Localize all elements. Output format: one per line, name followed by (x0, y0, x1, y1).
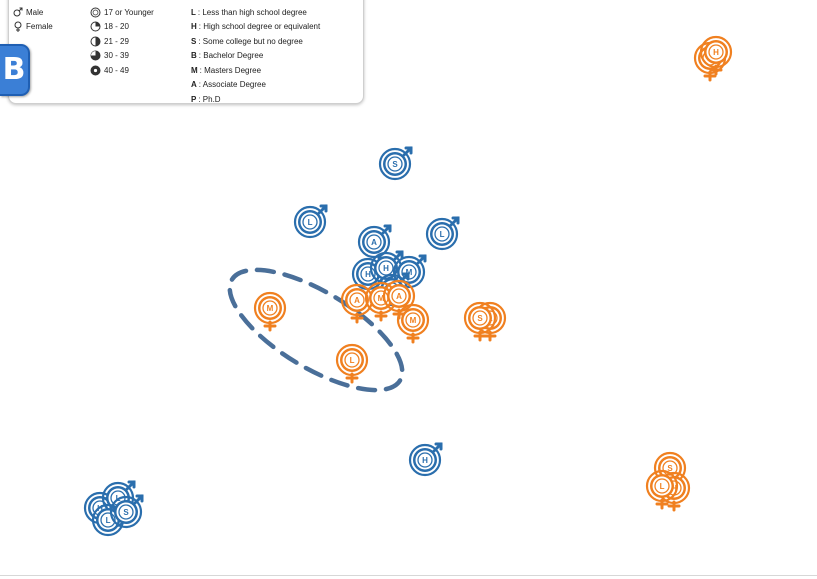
legend-item-age-18-20: 18 - 20 (90, 20, 154, 35)
legend-item-age-30-39: 30 - 39 (90, 49, 154, 64)
legend-item-male: Male (13, 5, 53, 20)
legend-item-age-17: 17 or Younger (90, 5, 154, 20)
glyph-education-letter: L (106, 516, 111, 525)
edu-label: : Bachelor Degree (198, 51, 264, 61)
glyph-education-letter: H (422, 456, 428, 465)
edu-label: : Ph.D (198, 94, 221, 104)
female-glyph: S (463, 301, 497, 342)
female-icon (14, 21, 22, 32)
legend-item-female: Female (13, 20, 53, 35)
highlight-ellipse (227, 267, 405, 393)
edu-label: : High school degree or equivalent (198, 22, 321, 32)
edu-label: : Some college but no degree (198, 36, 303, 46)
glyph-education-letter: H (671, 484, 677, 493)
glyph-education-letter: L (440, 230, 445, 239)
glyph-education-letter: L (308, 218, 313, 227)
glyph-education-letter: M (378, 294, 385, 303)
edu-label: : Less than high school degree (197, 7, 307, 17)
glyph-education-letter: M (267, 304, 274, 313)
male-glyph: L (425, 216, 460, 251)
glyph-education-letter: H (713, 48, 719, 57)
edu-code: A (191, 80, 197, 90)
glyph-education-letter: S (477, 314, 483, 323)
glyph-education-letter: A (371, 238, 377, 247)
legend-education: L: Less than high school degree H: High … (191, 5, 320, 107)
legend-item-edu-l: L: Less than high school degree (191, 5, 320, 20)
edu-code: L (191, 7, 196, 17)
female-glyph: M (253, 291, 287, 332)
female-glyph: L (645, 469, 679, 510)
legend-item-edu-h: H: High school degree or equivalent (191, 20, 320, 35)
legend-label-age-21-29: 21 - 29 (104, 36, 129, 46)
glyph-education-letter: S (123, 508, 129, 517)
female-glyph: L (335, 343, 369, 384)
glyph-education-letter: S (667, 464, 673, 473)
age-21-29-icon (90, 36, 101, 47)
age-18-20-icon (90, 21, 101, 32)
legend-label-age-40-49: 40 - 49 (104, 65, 129, 75)
male-glyph: A (357, 224, 392, 259)
legend-item-edu-s: S: Some college but no degree (191, 34, 320, 49)
male-icon (13, 7, 23, 17)
edu-code: B (191, 51, 197, 61)
edu-label: : Associate Degree (198, 80, 266, 90)
legend-item-edu-p: P: Ph.D (191, 92, 320, 107)
male-glyph: L (91, 502, 126, 537)
age-30-39-icon (90, 50, 101, 61)
legend-item-edu-b: B: Bachelor Degree (191, 49, 320, 64)
legend-label-age-18-20: 18 - 20 (104, 22, 129, 32)
frame-bottom-border (0, 575, 817, 576)
female-glyph: H (699, 35, 733, 76)
male-glyph: L (293, 204, 328, 239)
legend-label-age-30-39: 30 - 39 (104, 51, 129, 61)
female-glyph: M (396, 303, 430, 344)
edu-code: M (191, 65, 198, 75)
male-glyph: S (109, 494, 144, 529)
edu-code: H (191, 22, 197, 32)
age-17-icon (90, 7, 101, 18)
legend-label-female: Female (26, 22, 53, 32)
legend-item-edu-a: A: Associate Degree (191, 78, 320, 93)
glyph-education-letter: H (383, 264, 389, 273)
edu-label: : Masters Degree (199, 65, 262, 75)
male-glyph: H (369, 250, 404, 285)
glyph-education-letter: S (392, 160, 398, 169)
legend-item-edu-m: M: Masters Degree (191, 63, 320, 78)
legend-item-age-40-49: 40 - 49 (90, 63, 154, 78)
edu-code: S (191, 36, 197, 46)
age-40-49-icon (90, 65, 101, 76)
legend-label-male: Male (26, 7, 44, 17)
glyph-education-letter: L (350, 356, 355, 365)
male-glyph: S (378, 146, 413, 181)
male-glyph: H (408, 442, 443, 477)
edu-code: P (191, 94, 197, 104)
legend-panel: Male Female 17 or Younger 18 - 20 (8, 0, 364, 104)
glyph-education-letter: L (660, 482, 665, 491)
legend-gender: Male Female (13, 5, 53, 34)
glyph-education-letter: M (410, 316, 417, 325)
glyph-education-letter: A (396, 292, 402, 301)
glyph-education-letter: A (354, 296, 360, 305)
legend-age: 17 or Younger 18 - 20 21 - 29 30 - 39 (90, 5, 154, 78)
legend-item-age-21-29: 21 - 29 (90, 34, 154, 49)
panel-label-b: B (0, 44, 30, 96)
legend-label-age-17: 17 or Younger (104, 7, 154, 17)
glyph-education-letter: H (365, 270, 371, 279)
